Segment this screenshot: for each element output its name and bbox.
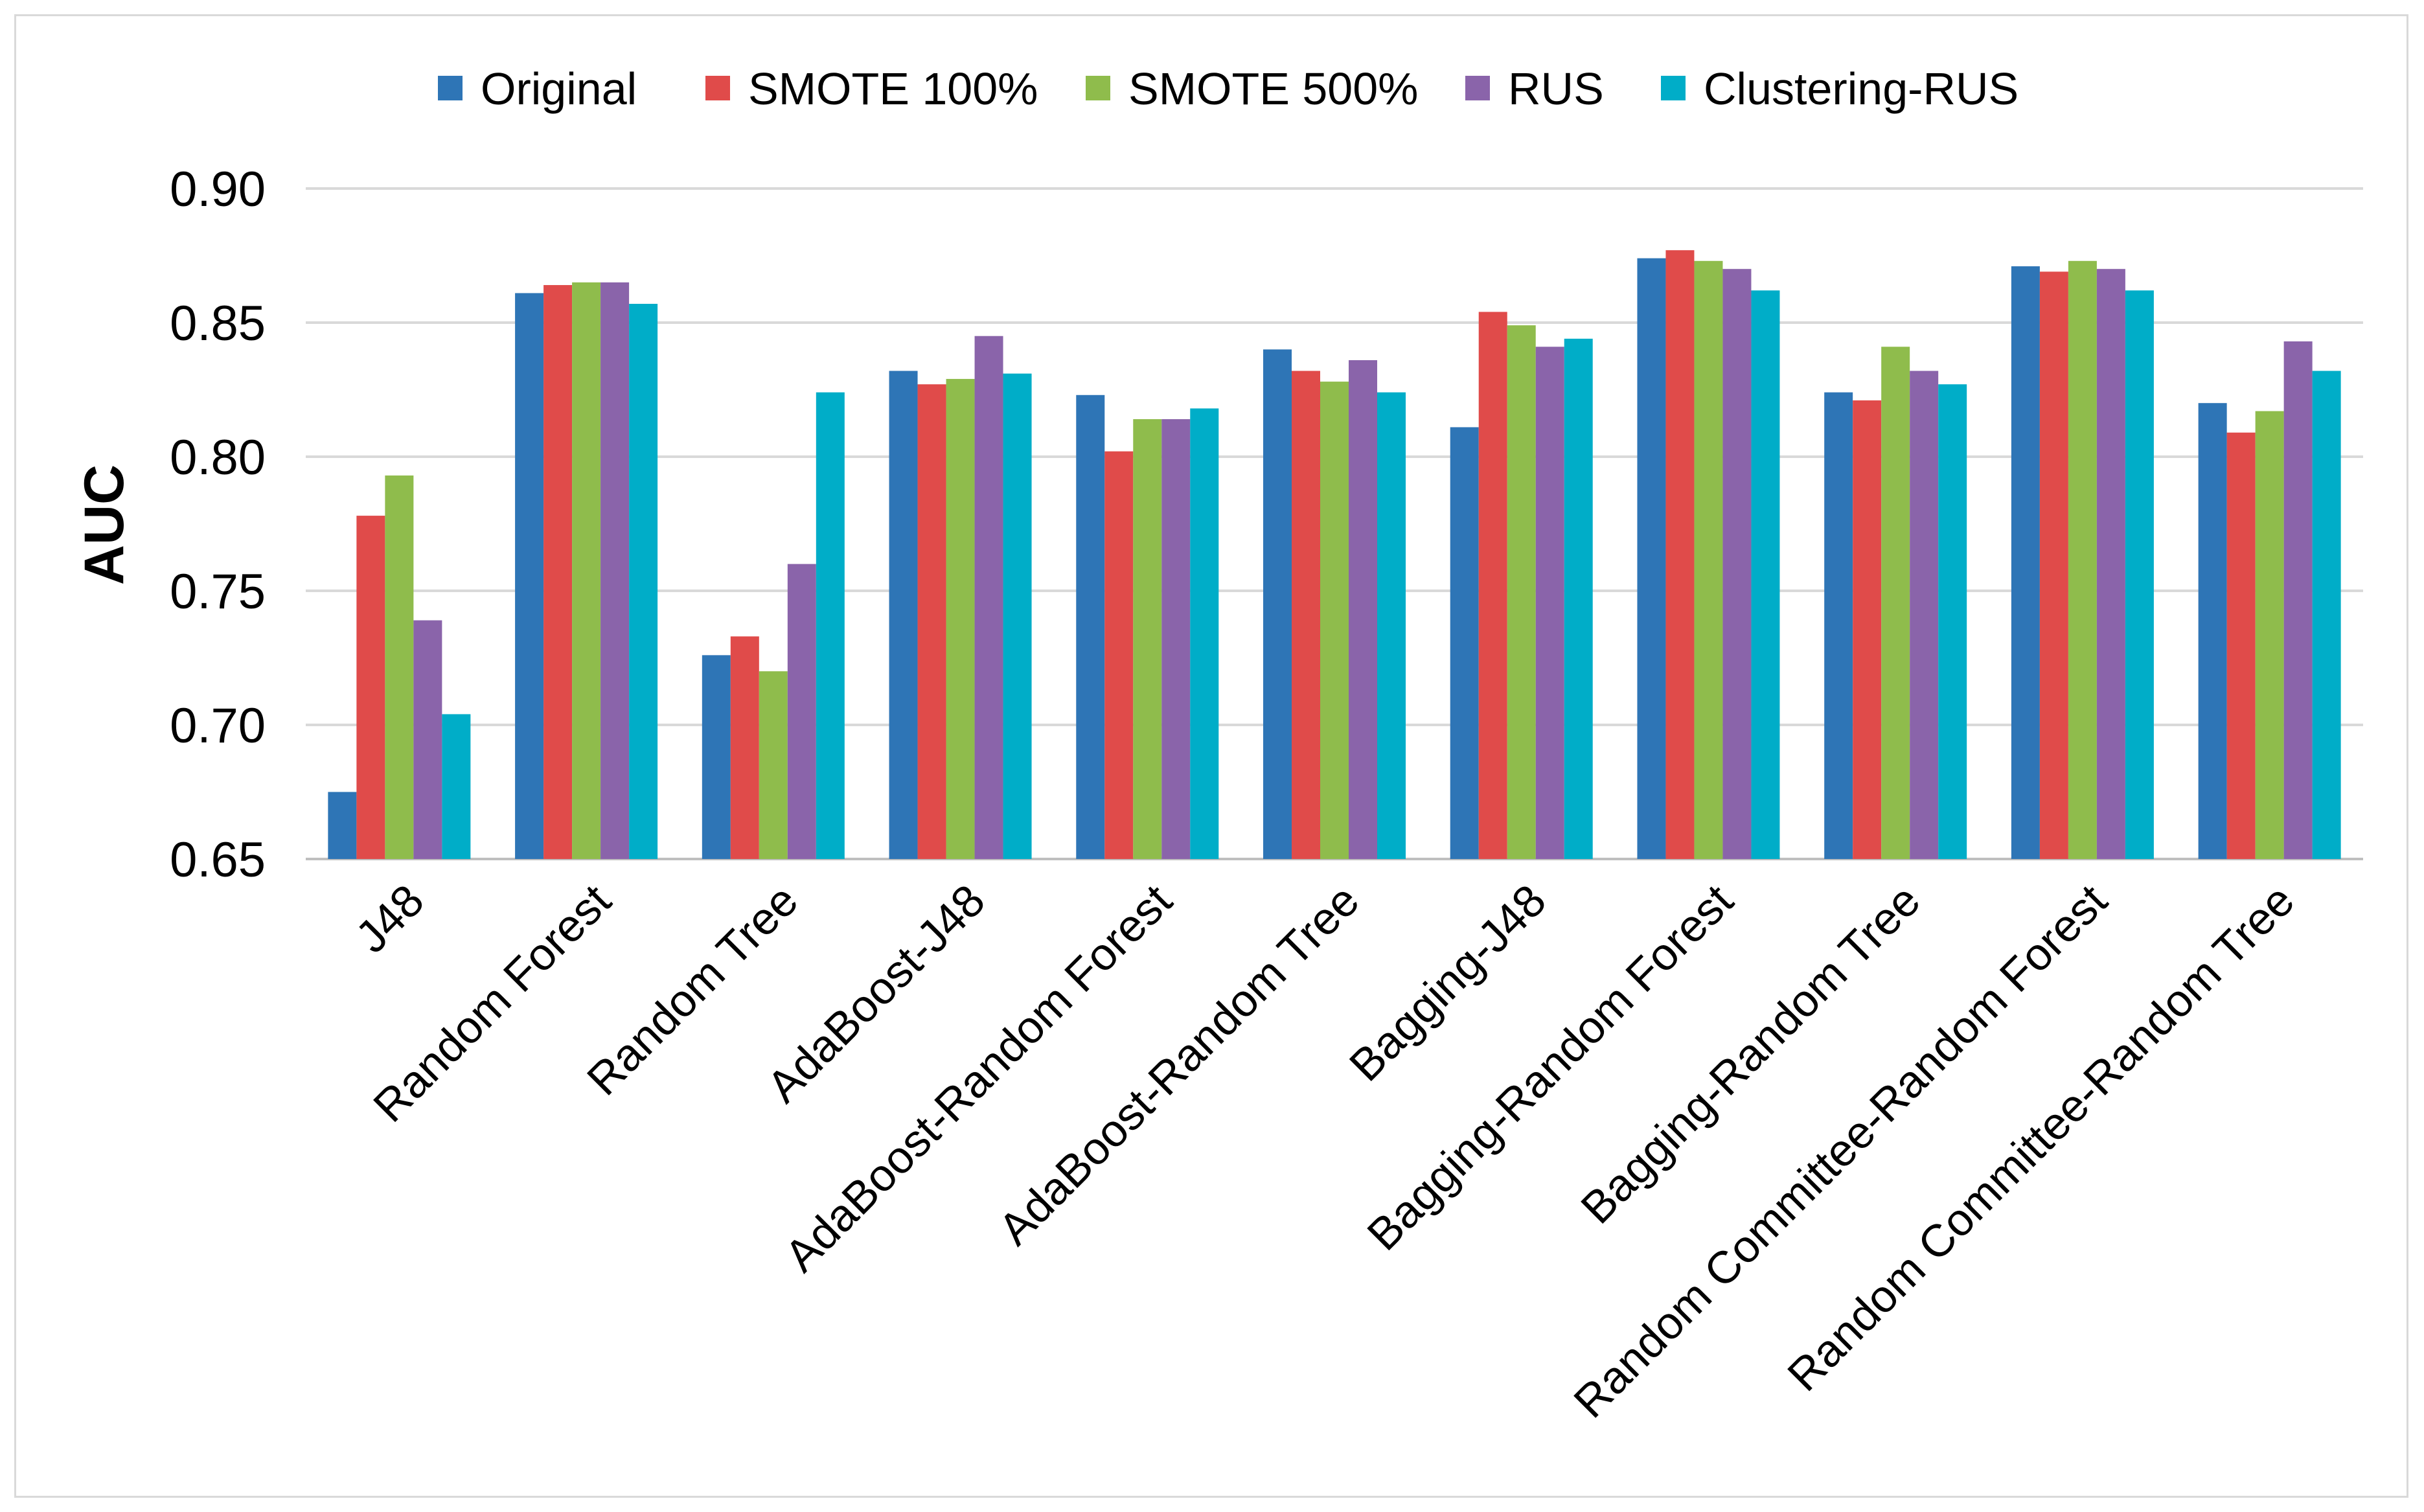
bar-rus-3 bbox=[787, 564, 816, 859]
y-tick-label: 0.85 bbox=[170, 296, 266, 351]
bar-smote-100--7 bbox=[1478, 312, 1507, 859]
bar-original-5 bbox=[1076, 395, 1105, 859]
bar-smote-500--5 bbox=[1133, 419, 1162, 859]
bar-rus-6 bbox=[1349, 360, 1377, 859]
bar-smote-100--5 bbox=[1104, 451, 1134, 859]
bar-clustering-rus-9 bbox=[1938, 384, 1967, 859]
category-label: Bagging-Random Tree bbox=[1572, 875, 1930, 1233]
category-label: AdaBoost-Random Tree bbox=[989, 875, 1368, 1254]
bar-smote-100--11 bbox=[2226, 432, 2256, 859]
bar-clustering-rus-4 bbox=[1003, 373, 1032, 859]
bar-smote-100--3 bbox=[730, 636, 759, 859]
bar-clustering-rus-3 bbox=[816, 392, 845, 859]
bar-clustering-rus-11 bbox=[2312, 371, 2341, 859]
legend-swatch bbox=[1465, 76, 1490, 100]
bar-clustering-rus-6 bbox=[1377, 392, 1406, 859]
bars bbox=[328, 250, 2341, 860]
bar-original-7 bbox=[1450, 427, 1479, 859]
bar-original-1 bbox=[328, 792, 357, 859]
bar-smote-100--2 bbox=[543, 285, 573, 859]
y-tick-label: 0.65 bbox=[170, 832, 266, 888]
legend-swatch bbox=[438, 76, 463, 100]
legend-label: Clustering-RUS bbox=[1704, 63, 2018, 114]
bar-clustering-rus-5 bbox=[1190, 408, 1219, 859]
legend-swatch bbox=[705, 76, 730, 100]
bar-clustering-rus-7 bbox=[1564, 338, 1593, 859]
bar-rus-10 bbox=[2096, 269, 2125, 859]
bar-original-3 bbox=[702, 655, 731, 859]
bar-clustering-rus-2 bbox=[629, 304, 658, 859]
bar-original-8 bbox=[1637, 258, 1666, 859]
bar-clustering-rus-10 bbox=[2125, 290, 2154, 859]
y-tick-labels: 0.65 0.70 0.75 0.80 0.85 0.90 bbox=[170, 162, 266, 888]
bar-smote-100--1 bbox=[356, 516, 385, 859]
bar-original-10 bbox=[2011, 266, 2040, 859]
bar-original-9 bbox=[1824, 392, 1853, 859]
legend-label: SMOTE 500% bbox=[1128, 63, 1418, 114]
legend-label: RUS bbox=[1508, 63, 1604, 114]
bar-smote-100--4 bbox=[917, 384, 946, 859]
bar-smote-100--8 bbox=[1665, 250, 1695, 860]
bar-original-4 bbox=[889, 371, 918, 859]
bar-original-11 bbox=[2198, 403, 2227, 859]
y-tick-label: 0.70 bbox=[170, 698, 266, 753]
bar-rus-9 bbox=[1910, 371, 1939, 859]
bar-smote-500--8 bbox=[1694, 260, 1723, 859]
bar-clustering-rus-8 bbox=[1751, 290, 1780, 859]
bar-rus-4 bbox=[974, 336, 1003, 859]
bar-rus-2 bbox=[600, 282, 630, 859]
legend-label: SMOTE 100% bbox=[748, 63, 1038, 114]
category-label: Bagging-Random Forest bbox=[1358, 875, 1743, 1259]
bar-rus-8 bbox=[1722, 269, 1752, 859]
bar-original-6 bbox=[1263, 349, 1292, 859]
bar-smote-100--10 bbox=[2039, 271, 2068, 860]
bar-smote-100--6 bbox=[1292, 371, 1320, 859]
y-tick-label: 0.80 bbox=[170, 430, 266, 485]
bar-smote-500--6 bbox=[1320, 382, 1349, 859]
bar-smote-500--3 bbox=[759, 671, 788, 859]
legend-swatch bbox=[1661, 76, 1686, 100]
bar-rus-1 bbox=[413, 620, 442, 859]
y-axis-title: AUC bbox=[73, 464, 135, 585]
bar-smote-500--4 bbox=[946, 378, 975, 859]
category-label: J48 bbox=[346, 875, 433, 962]
bar-smote-500--1 bbox=[385, 475, 414, 859]
bar-rus-5 bbox=[1161, 419, 1191, 859]
legend: Original SMOTE 100% SMOTE 500% RUS Clusterin… bbox=[438, 63, 2018, 114]
y-tick-label: 0.75 bbox=[170, 564, 266, 619]
bar-original-2 bbox=[515, 293, 544, 860]
bar-smote-500--9 bbox=[1881, 347, 1910, 859]
bar-clustering-rus-1 bbox=[442, 714, 471, 859]
bar-rus-7 bbox=[1535, 347, 1564, 859]
bar-smote-500--2 bbox=[572, 282, 601, 859]
legend-label: Original bbox=[481, 63, 637, 114]
legend-swatch bbox=[1086, 76, 1110, 100]
bar-smote-500--11 bbox=[2255, 411, 2284, 859]
category-label: AdaBoost-Random Forest bbox=[775, 875, 1181, 1281]
bar-smote-100--9 bbox=[1853, 400, 1882, 859]
bar-smote-500--7 bbox=[1507, 325, 1536, 859]
bar-smote-500--10 bbox=[2068, 260, 2097, 859]
y-tick-label: 0.90 bbox=[170, 162, 266, 217]
bar-rus-11 bbox=[2283, 341, 2313, 859]
